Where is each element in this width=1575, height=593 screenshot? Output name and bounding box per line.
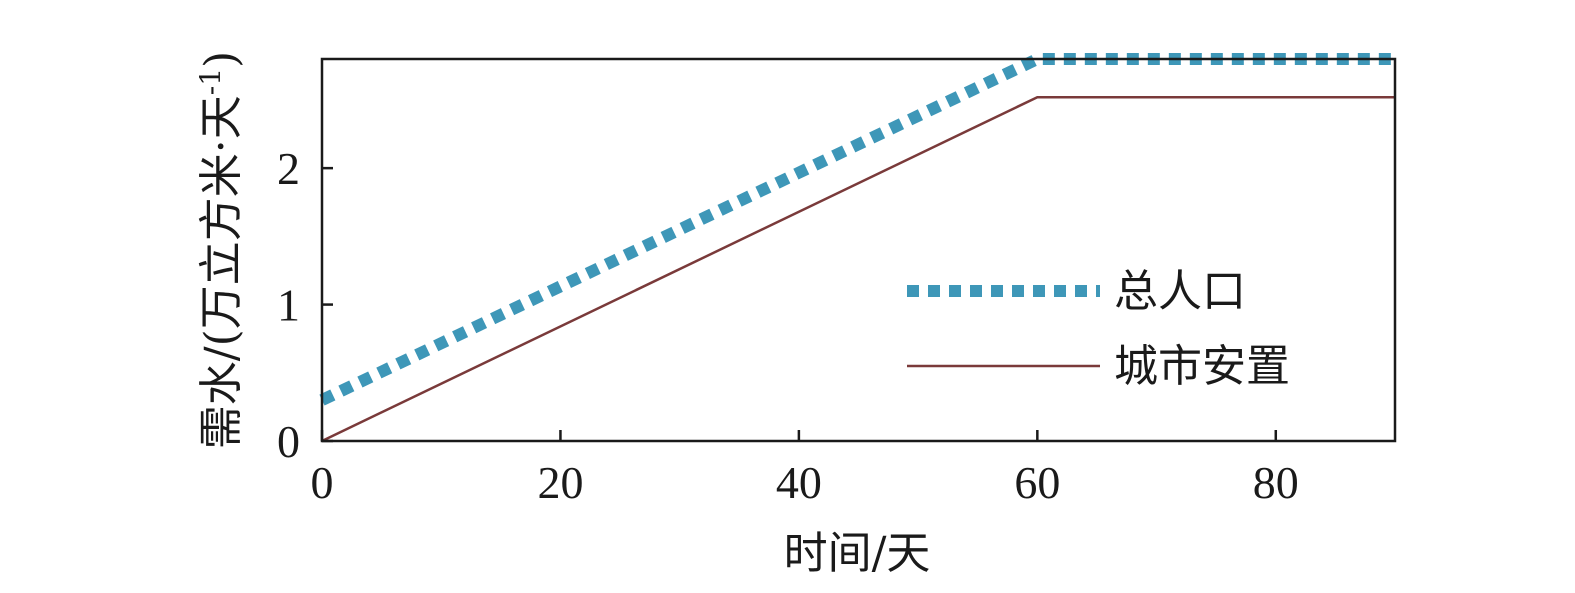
x-tick-label: 20 bbox=[537, 457, 583, 508]
x-axis-title: 时间/天 bbox=[784, 528, 931, 579]
x-tick-label: 0 bbox=[311, 457, 334, 508]
y-tick-label: 2 bbox=[277, 143, 300, 194]
y-axis-title: 需水/(万立方米·天-1) bbox=[194, 51, 247, 449]
y-tick-label: 0 bbox=[277, 416, 300, 467]
legend-label-1: 总人口 bbox=[1114, 266, 1246, 317]
y-axis-title-close: ) bbox=[196, 51, 247, 68]
legend-label-2: 城市安置 bbox=[1114, 341, 1290, 392]
tick-layer: 0 20 40 60 80 0 1 2 bbox=[277, 143, 1299, 508]
plot-frame bbox=[320, 57, 1397, 443]
y-tick-label: 1 bbox=[277, 280, 300, 331]
y-axis-title-sup: -1 bbox=[194, 68, 227, 95]
y-axis-title-main: 需水/(万立方米·天 bbox=[196, 95, 247, 449]
x-tick-label: 80 bbox=[1253, 457, 1299, 508]
x-tick-label: 60 bbox=[1014, 457, 1060, 508]
series-line-2 bbox=[321, 95, 1395, 443]
x-tick-label: 40 bbox=[776, 457, 822, 508]
